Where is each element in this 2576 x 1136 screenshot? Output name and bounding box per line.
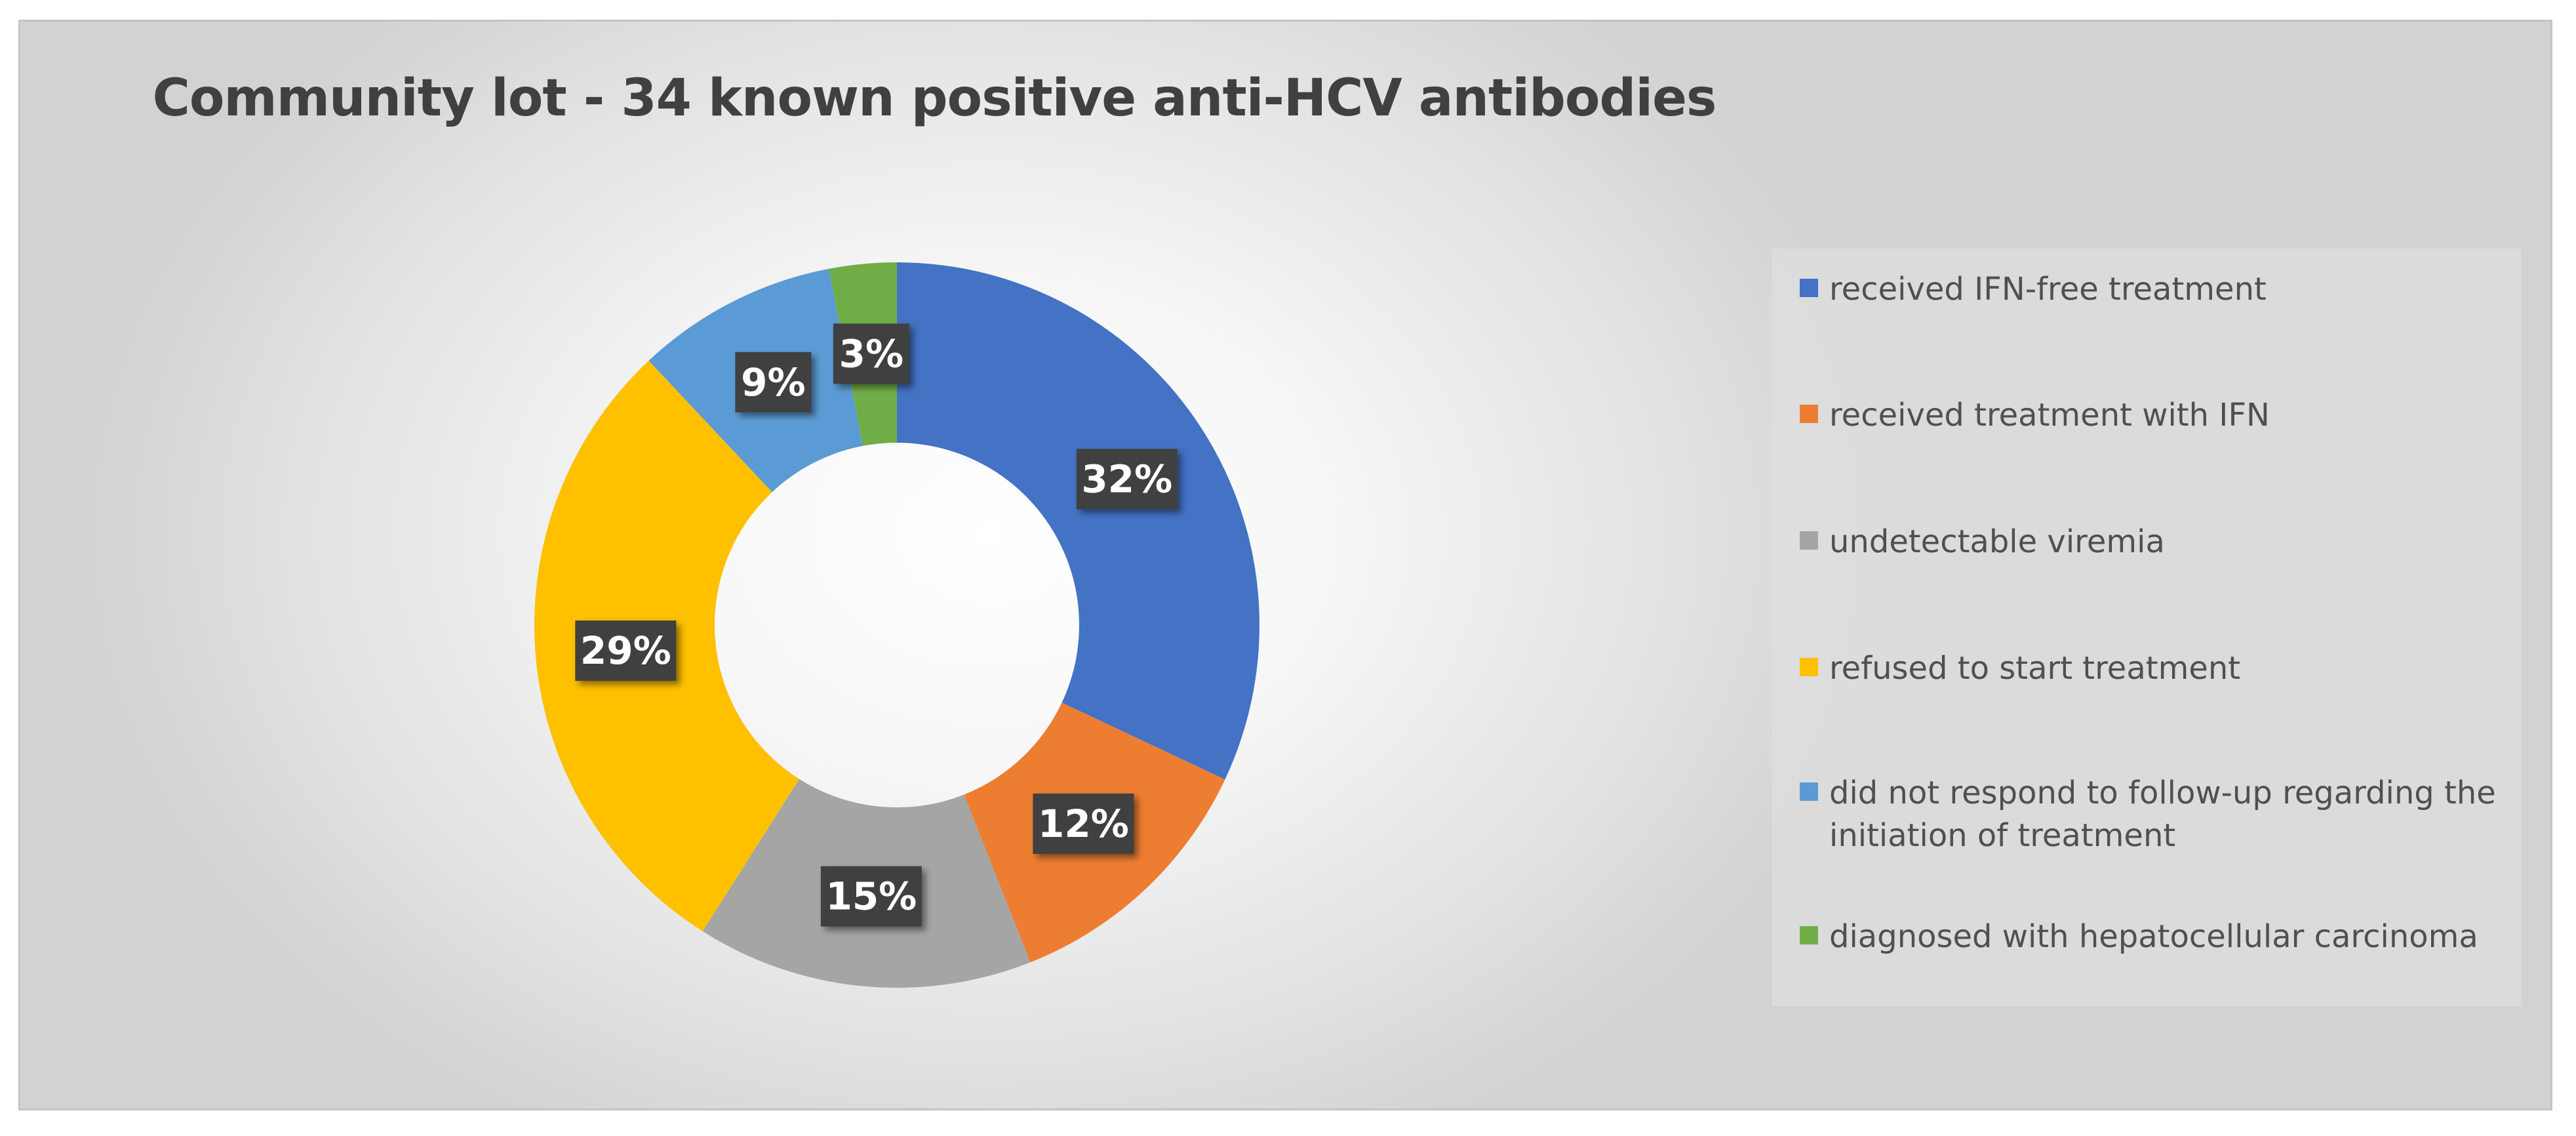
data-label-box [575,620,677,681]
legend-label: did not respond to follow-up regarding t… [1829,775,2496,854]
legend-label: received treatment with IFN [1829,397,2270,434]
data-label-text: 9% [741,360,805,405]
legend-swatch [1800,782,1818,801]
data-label: 15% [820,866,922,927]
legend-label: received IFN-free treatment [1829,271,2267,308]
data-label-box [820,866,922,927]
legend-item: refused to start treatment [1800,647,2508,690]
data-label-box [1033,793,1134,854]
legend-label: diagnosed with hepatocellular carcinoma [1829,918,2478,955]
data-label: 3% [833,323,909,384]
data-label-text: 32% [1081,456,1172,501]
legend-swatch [1800,658,1818,676]
legend-swatch [1800,926,1818,944]
donut-chart: 32% 12% 15% 29% 9% 3% [534,262,1259,988]
donut-data-labels: 32% 12% 15% 29% 9% 3% [575,323,1178,927]
data-label-text: 3% [839,331,903,376]
chart-title: Community lot - 34 known positive anti-H… [152,69,1717,128]
data-label-text: 12% [1038,801,1129,846]
data-label-text: 29% [580,628,671,673]
legend: received IFN-free treatment received tre… [1772,249,2522,1006]
legend-swatch [1800,405,1818,423]
legend-label: refused to start treatment [1829,650,2241,687]
data-label-box [1076,449,1178,510]
legend-swatch [1800,279,1818,297]
legend-item: received treatment with IFN [1800,394,2508,437]
data-label-text: 15% [825,874,917,919]
donut-slice [897,262,1259,780]
legend-swatch [1800,531,1818,550]
legend-item: undetectable viremia [1800,521,2508,563]
legend-item: diagnosed with hepatocellular carcinoma [1800,916,2508,958]
data-label-box [735,352,812,413]
legend-item: received IFN-free treatment [1800,268,2508,311]
data-label: 9% [735,352,812,413]
data-label: 29% [575,620,677,681]
data-label-box [833,323,909,384]
legend-label: undetectable viremia [1829,523,2165,560]
legend-item: did not respond to follow-up regarding t… [1800,772,2508,857]
data-label: 12% [1033,793,1134,854]
data-label: 32% [1076,449,1178,510]
